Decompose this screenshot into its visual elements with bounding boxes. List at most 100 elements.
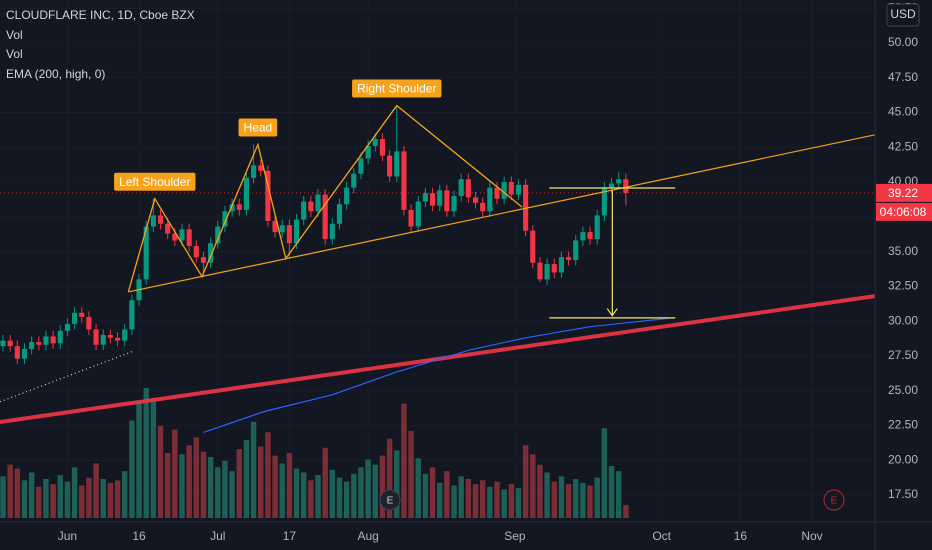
candle-body	[200, 257, 207, 263]
volume-bar	[343, 481, 350, 518]
volume-bar	[236, 449, 242, 518]
volume-bar	[215, 467, 221, 518]
candle-body	[258, 165, 264, 171]
candle-body	[301, 201, 307, 220]
candle-body	[14, 346, 20, 359]
earnings-marker[interactable]	[379, 489, 401, 511]
arrow-head	[606, 308, 618, 317]
volume-bar	[401, 403, 407, 518]
earnings-label[interactable]: E	[387, 496, 394, 507]
earnings-marker[interactable]	[823, 489, 845, 511]
candle-body	[7, 340, 13, 347]
volume-bar	[479, 480, 486, 518]
volume-bar	[544, 472, 550, 518]
annotation: Head	[238, 118, 278, 137]
candle-body	[344, 187, 350, 205]
candle-body	[544, 264, 550, 280]
volume-bar	[422, 473, 429, 518]
candle-body	[472, 197, 479, 203]
volume-bar	[394, 450, 400, 518]
candle-body	[100, 335, 106, 345]
candle-body	[594, 215, 600, 240]
countdown-label: 04:06:08	[880, 205, 927, 219]
candle-body	[229, 204, 235, 212]
candle-body	[580, 232, 586, 241]
candle-body	[322, 194, 328, 240]
currency[interactable]: USD	[890, 7, 916, 21]
candle-body	[608, 183, 615, 188]
candle-body	[530, 230, 536, 263]
indicator-legend: Vol	[6, 28, 23, 42]
candle-body	[172, 233, 178, 241]
candle-body	[86, 316, 92, 330]
volume-bar	[243, 440, 250, 518]
candle-body	[186, 229, 192, 247]
candle-body	[429, 193, 436, 206]
plot-area	[0, 104, 875, 433]
volume-bar	[193, 437, 200, 518]
volume-bar	[43, 479, 49, 518]
volume-bar	[415, 458, 421, 518]
volume-bar	[436, 482, 443, 518]
candle-body	[293, 219, 300, 244]
candle-body	[165, 223, 171, 234]
volume-bar	[0, 476, 6, 518]
x-tick-label: Oct	[652, 529, 671, 543]
x-tick-label: Jun	[58, 529, 77, 543]
volume-bar	[129, 420, 135, 518]
x-tick-label: Sep	[504, 529, 526, 543]
annotation-label: Right Shoulder	[357, 82, 436, 96]
candle-body	[315, 194, 321, 212]
last-price-label: 39.22	[888, 186, 918, 200]
candle-body	[566, 257, 572, 260]
candle-body	[36, 341, 42, 345]
volume-bar	[458, 476, 464, 518]
volume-bar	[36, 486, 42, 518]
annotation-box	[238, 118, 278, 137]
candle-body	[107, 335, 113, 338]
candle-body	[387, 155, 393, 177]
volume-bar	[279, 463, 285, 518]
ema-line	[203, 317, 669, 433]
volume-bar	[186, 445, 192, 518]
axes: 17.50 20.00 22.50 25.00 27.50 30.00 32.50 35.00…	[58, 0, 932, 543]
volume-bar	[465, 479, 472, 518]
earnings-label[interactable]: E	[831, 496, 838, 507]
y-tick-label: 50.00	[888, 35, 918, 49]
volume-bar	[79, 485, 85, 518]
last-price-box	[876, 183, 932, 202]
volume-bar	[515, 488, 522, 518]
volume-bar	[487, 486, 493, 518]
candle-body	[308, 201, 314, 212]
candle-body	[494, 187, 500, 199]
currency-box[interactable]	[886, 3, 920, 27]
volume-bar	[21, 480, 28, 518]
volume-bar	[28, 472, 35, 518]
volume-bar	[265, 432, 271, 518]
candle-body	[358, 158, 364, 174]
candle-body	[0, 340, 6, 347]
candle-body	[601, 187, 607, 216]
volume-bar	[408, 430, 414, 518]
candle-body	[193, 246, 199, 258]
volume-bar	[164, 453, 171, 518]
volume-bar	[86, 477, 92, 518]
x-tick-label: Aug	[357, 529, 378, 543]
candle-body	[208, 243, 214, 263]
volume-bar	[14, 468, 21, 518]
candle-body	[351, 173, 357, 188]
y-tick-label: 27.50	[888, 348, 918, 362]
candle-body	[458, 179, 464, 196]
volume-bar	[522, 445, 529, 518]
annotation-label: Left Shoulder	[119, 175, 190, 189]
y-tick-label: 42.50	[888, 139, 918, 153]
candle-body	[451, 195, 457, 212]
x-tick-label: Nov	[801, 529, 822, 543]
candle-body	[43, 336, 49, 345]
candle-body	[465, 179, 471, 198]
volume-bar	[601, 428, 608, 518]
candle-body	[215, 226, 221, 244]
volume-bar	[121, 471, 128, 518]
x-tick-label: 16	[132, 529, 146, 543]
